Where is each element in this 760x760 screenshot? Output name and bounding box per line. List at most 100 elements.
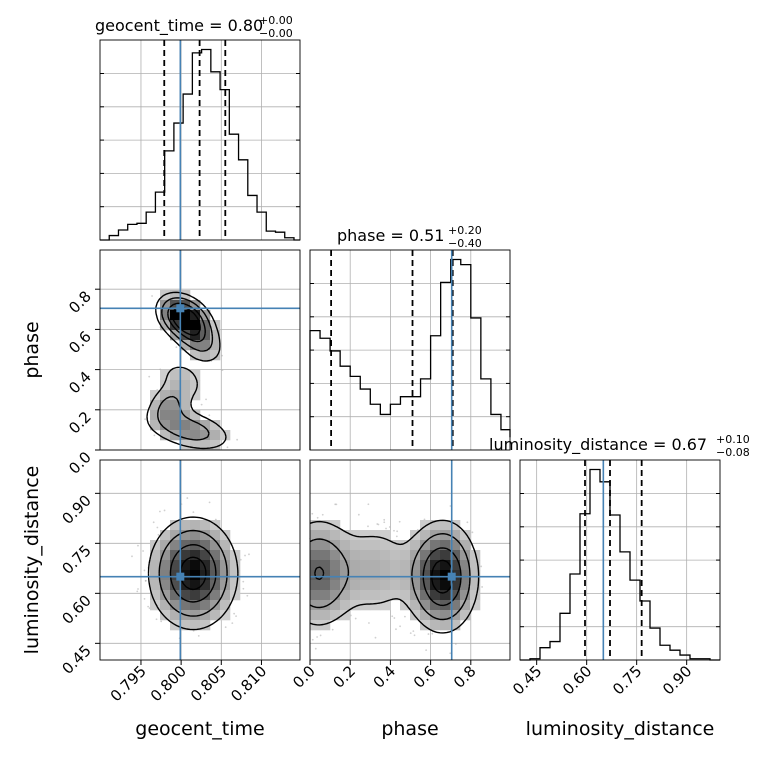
density-cell: [310, 610, 321, 621]
density-cell: [360, 600, 371, 611]
sample-point: [376, 523, 379, 525]
density-cell: [330, 570, 341, 581]
density-cell: [350, 570, 361, 581]
sample-point: [235, 615, 237, 617]
sample-point: [226, 446, 229, 449]
sample-point: [221, 354, 223, 357]
density-cell: [410, 560, 421, 571]
density-cell: [180, 390, 191, 401]
density-cell: [190, 430, 201, 441]
density-cell: [410, 570, 421, 581]
panel-2-1: [309, 459, 511, 661]
density-cell: [180, 430, 191, 441]
density-cell: [180, 590, 191, 601]
density-cell: [190, 530, 201, 541]
density-cell: [320, 530, 331, 541]
density-cell: [170, 610, 181, 621]
x-axis-label-luminosity-distance: luminosity_distance: [526, 718, 715, 740]
density-cell: [180, 570, 191, 581]
density-cell: [350, 580, 361, 591]
sample-point: [413, 634, 416, 637]
density-cell: [170, 380, 181, 391]
density-cell: [320, 610, 331, 621]
x-tick-label-luminosity_distance: 0.90: [659, 662, 695, 698]
density-cell: [200, 620, 211, 631]
density-cell: [410, 600, 421, 611]
title-0-minus: −0.00: [259, 27, 293, 40]
density-cell: [310, 580, 321, 591]
density-cell: [230, 580, 241, 591]
density-cell: [190, 340, 201, 351]
x-tick-label-phase: 0.8: [450, 662, 480, 692]
y-tick-label-phase: 0.6: [65, 327, 95, 357]
truth-marker: [176, 572, 185, 581]
svg-text:luminosity_distance = 0.67: luminosity_distance = 0.67: [489, 435, 707, 455]
density-cell: [160, 600, 171, 611]
sample-point: [357, 513, 360, 516]
svg-text:geocent_time = 0.80: geocent_time = 0.80: [95, 16, 263, 36]
density-cell: [350, 530, 361, 541]
density-cell: [170, 580, 181, 591]
density-cell: [350, 560, 361, 571]
density-cell: [390, 570, 401, 581]
sample-point: [367, 503, 370, 506]
density-cell: [320, 600, 331, 611]
density-cell: [320, 540, 331, 551]
density-cell: [150, 570, 161, 581]
density-cell: [320, 580, 331, 591]
density-cell: [210, 590, 221, 601]
density-cell: [460, 610, 471, 621]
density-cell: [190, 570, 201, 581]
sample-point: [316, 516, 319, 519]
title-0-plus: +0.00: [259, 14, 293, 27]
density-cell: [170, 320, 181, 331]
sample-point: [153, 434, 156, 437]
density-cell: [230, 560, 241, 571]
x-tick-label-geocent_time: 0.805: [187, 662, 230, 705]
density-cell: [470, 600, 481, 611]
density-cell: [450, 520, 461, 531]
density-cell: [210, 530, 221, 541]
contour-line: [158, 529, 228, 617]
contour-line: [147, 516, 239, 631]
density-cell: [450, 560, 461, 571]
density-cell: [200, 530, 211, 541]
title-1-plus: +0.20: [448, 224, 482, 237]
density-cell: [440, 530, 451, 541]
density-cell: [200, 440, 211, 451]
density-cell: [320, 520, 331, 531]
density-cell: [160, 320, 171, 331]
contour-line: [169, 544, 217, 603]
density-cell: [330, 600, 341, 611]
density-cell: [460, 600, 471, 611]
density-cell: [380, 580, 391, 591]
x-tick-label-luminosity_distance: 0.60: [559, 662, 595, 698]
density-cell: [430, 520, 441, 531]
sample-point: [155, 618, 158, 621]
density-cell: [170, 560, 181, 571]
density-cell: [210, 440, 221, 451]
density-cell: [420, 580, 431, 591]
sample-point: [395, 535, 398, 538]
density-cell: [210, 420, 221, 431]
density-cell: [440, 520, 451, 531]
density-cell: [150, 580, 161, 591]
density-cell: [310, 520, 321, 531]
x-tick-label-phase: 0.6: [410, 662, 440, 692]
density-cell: [180, 520, 191, 531]
sample-point: [398, 520, 401, 523]
density-cell: [160, 540, 171, 551]
sample-point: [391, 615, 394, 618]
density-cell: [200, 600, 211, 611]
density-cell: [170, 390, 181, 401]
density-cell: [420, 590, 431, 601]
x-tick-label-phase: 0.2: [329, 662, 359, 692]
x-axis-label-phase: phase: [381, 718, 438, 740]
sample-point: [423, 518, 426, 521]
density-cell: [380, 550, 391, 561]
density-cell: [390, 540, 401, 551]
density-cell: [180, 370, 191, 381]
y-tick-label-luminosity_distance: 0.90: [58, 491, 94, 527]
density-cell: [350, 600, 361, 611]
density-cell: [430, 620, 441, 631]
